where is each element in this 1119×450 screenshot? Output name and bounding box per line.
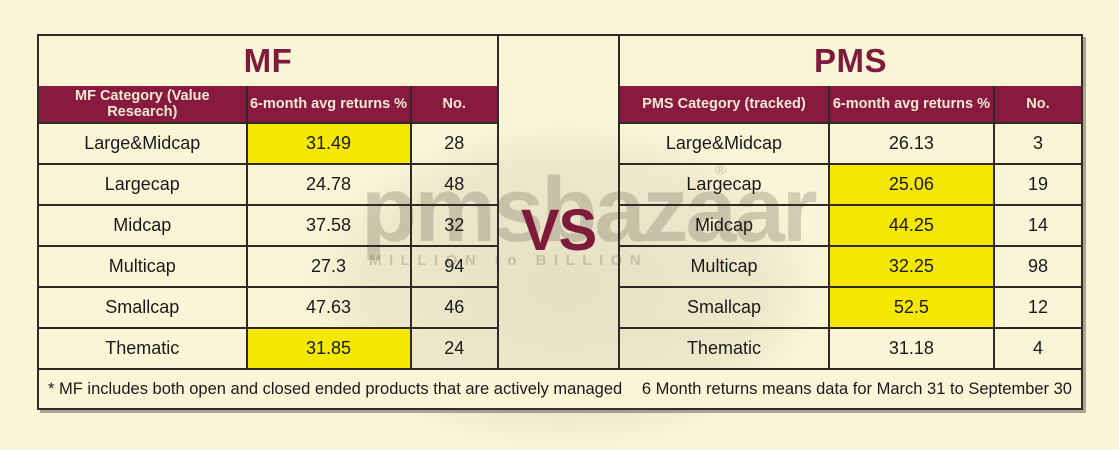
table-row: Large&Midcap 31.49 28 xyxy=(39,122,497,163)
pms-count: 14 xyxy=(992,206,1081,245)
table-row: Multicap 27.3 94 xyxy=(39,245,497,286)
pms-header-count: No. xyxy=(992,86,1081,122)
mf-title: MF xyxy=(243,42,293,79)
mf-count: 94 xyxy=(409,247,497,286)
pms-category: Large&Midcap xyxy=(665,133,782,153)
mf-header-returns: 6-month avg returns % xyxy=(245,86,410,122)
vs-label: VS xyxy=(520,197,597,263)
table-row: Smallcap 47.63 46 xyxy=(39,286,497,327)
vs-divider-panel: VS xyxy=(499,36,620,368)
pms-category: Midcap xyxy=(694,215,753,235)
table-row: Multicap 32.25 98 xyxy=(620,245,1081,286)
table-row: Large&Midcap 26.13 3 xyxy=(620,122,1081,163)
pms-header-category: PMS Category (tracked) xyxy=(642,96,806,112)
pms-returns: 31.18 xyxy=(827,329,993,368)
pms-table-panel: PMS PMS Category (tracked) 6-month avg r… xyxy=(620,36,1081,368)
mf-category: Multicap xyxy=(108,256,176,276)
mf-table-panel: MF MF Category (Value Research) 6-month … xyxy=(39,36,499,368)
mf-category: Largecap xyxy=(104,174,180,194)
mf-returns: 37.58 xyxy=(245,206,410,245)
pms-header-returns: 6-month avg returns % xyxy=(827,86,993,122)
mf-count: 24 xyxy=(409,329,497,368)
mf-footnote: * MF includes both open and closed ended… xyxy=(48,379,623,398)
pms-footnote: 6 Month returns means data for March 31 … xyxy=(641,379,1072,398)
pms-count: 98 xyxy=(992,247,1081,286)
mf-header-count: No. xyxy=(409,86,497,122)
pms-category: Smallcap xyxy=(686,297,761,317)
mf-returns: 47.63 xyxy=(245,288,410,327)
mf-returns: 27.3 xyxy=(245,247,410,286)
mf-category: Smallcap xyxy=(105,297,180,317)
pms-returns-highlighted: 32.25 xyxy=(827,247,993,286)
mf-category: Midcap xyxy=(113,215,172,235)
mf-table: MF Category (Value Research) 6-month avg… xyxy=(39,86,497,368)
pms-count: 12 xyxy=(992,288,1081,327)
pms-count: 3 xyxy=(992,124,1081,163)
pms-count: 4 xyxy=(992,329,1081,368)
mf-header-row: MF Category (Value Research) 6-month avg… xyxy=(39,86,497,122)
mf-header-category: MF Category (Value Research) xyxy=(74,88,210,120)
table-row: Thematic 31.18 4 xyxy=(620,327,1081,368)
main-content: MF MF Category (Value Research) 6-month … xyxy=(39,36,1081,368)
pms-header-row: PMS Category (tracked) 6-month avg retur… xyxy=(620,86,1081,122)
table-row: Largecap 24.78 48 xyxy=(39,163,497,204)
pms-category: Multicap xyxy=(690,256,758,276)
mf-category: Thematic xyxy=(105,338,180,358)
pms-returns-highlighted: 52.5 xyxy=(827,288,993,327)
mf-count: 48 xyxy=(409,165,497,204)
table-row: Smallcap 52.5 12 xyxy=(620,286,1081,327)
footnotes-bar: * MF includes both open and closed ended… xyxy=(39,368,1081,408)
comparison-frame: pmsbazaar ® MILLION to BILLION MF MF Cat… xyxy=(37,34,1083,446)
pms-title: PMS xyxy=(813,42,887,79)
mf-count: 28 xyxy=(409,124,497,163)
pms-count: 19 xyxy=(992,165,1081,204)
pms-category: Thematic xyxy=(686,338,761,358)
mf-category: Large&Midcap xyxy=(84,133,201,153)
table-row: Midcap 37.58 32 xyxy=(39,204,497,245)
pms-table: PMS Category (tracked) 6-month avg retur… xyxy=(620,86,1081,368)
mf-returns-highlighted: 31.49 xyxy=(245,124,410,163)
pms-category: Largecap xyxy=(686,174,762,194)
pms-returns: 26.13 xyxy=(827,124,993,163)
mf-returns: 24.78 xyxy=(245,165,410,204)
mf-count: 46 xyxy=(409,288,497,327)
mf-returns-highlighted: 31.85 xyxy=(245,329,410,368)
table-row: Midcap 44.25 14 xyxy=(620,204,1081,245)
pms-returns-highlighted: 25.06 xyxy=(827,165,993,204)
table-row: Thematic 31.85 24 xyxy=(39,327,497,368)
table-row: Largecap 25.06 19 xyxy=(620,163,1081,204)
pms-returns-highlighted: 44.25 xyxy=(827,206,993,245)
mf-count: 32 xyxy=(409,206,497,245)
